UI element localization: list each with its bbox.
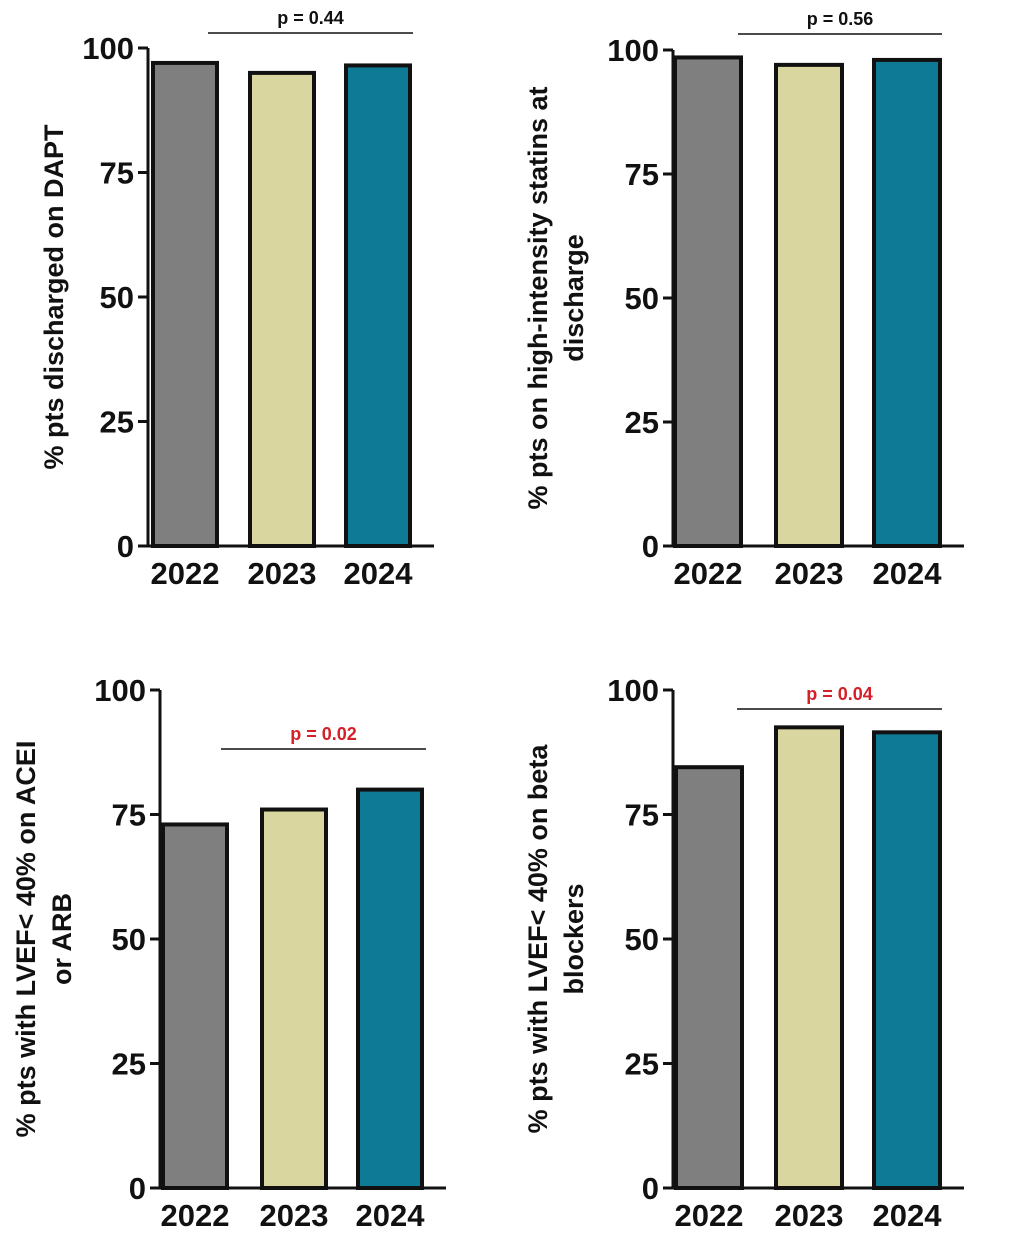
y-tick-label: 25 xyxy=(625,405,659,440)
p-value-label: p = 0.04 xyxy=(806,684,873,704)
bar-2024 xyxy=(872,57,942,548)
bar-2023 xyxy=(774,62,844,548)
bar-2024 xyxy=(344,63,412,549)
y-tick-label: 0 xyxy=(642,1171,659,1206)
p-value-label: p = 0.56 xyxy=(807,9,874,29)
p-value-label: p = 0.02 xyxy=(290,724,357,744)
y-axis-label: % pts with LVEF< 40% on ACEI xyxy=(11,741,41,1138)
x-tick-label: 2023 xyxy=(260,1198,329,1233)
y-tick-label: 75 xyxy=(625,798,659,833)
x-tick-label: 2022 xyxy=(151,556,220,591)
bar-2022 xyxy=(161,822,229,1191)
chart-panel-1: 0 25 50 75 100 2022 2023 2024 p = 0.44 % pts disc… xyxy=(39,8,434,591)
y-axis-label: discharge xyxy=(559,234,589,362)
x-tick-label: 2023 xyxy=(775,1198,844,1233)
bar-2022 xyxy=(674,765,744,1190)
y-tick-label: 75 xyxy=(100,156,134,191)
y-tick-label: 0 xyxy=(642,529,659,564)
y-tick-label: 100 xyxy=(607,673,659,708)
y-tick-label: 100 xyxy=(94,673,146,708)
bar-2024 xyxy=(356,787,424,1190)
p-value-label: p = 0.44 xyxy=(277,8,344,28)
bar-2024 xyxy=(872,730,942,1191)
x-tick-label: 2024 xyxy=(873,1198,943,1233)
y-tick-label: 25 xyxy=(100,405,134,440)
bar-2023 xyxy=(260,807,328,1191)
x-tick-label: 2024 xyxy=(344,556,414,591)
bar-2023 xyxy=(774,725,844,1190)
chart-panel-4: 0 25 50 75 100 2022 2023 2024 p = 0.04 % pts with… xyxy=(523,673,964,1233)
y-tick-label: 50 xyxy=(112,922,146,957)
chart-panel-2: 0 25 50 75 100 2022 2023 2024 p = 0.56 % pts on h… xyxy=(523,9,964,591)
y-tick-label: 25 xyxy=(625,1047,659,1082)
y-tick-label: 75 xyxy=(112,798,146,833)
x-tick-label: 2024 xyxy=(356,1198,426,1233)
y-axis-label: % pts on high-intensity statins at xyxy=(523,86,553,509)
bar-2022 xyxy=(673,55,743,548)
x-tick-label: 2022 xyxy=(674,556,743,591)
x-tick-label: 2023 xyxy=(775,556,844,591)
y-tick-label: 50 xyxy=(100,280,134,315)
y-tick-label: 75 xyxy=(625,157,659,192)
bar-2023 xyxy=(248,70,316,549)
y-tick-label: 0 xyxy=(117,529,134,564)
y-axis-label: blockers xyxy=(559,883,589,994)
x-tick-label: 2024 xyxy=(873,556,943,591)
x-tick-label: 2023 xyxy=(248,556,317,591)
y-tick-label: 50 xyxy=(625,922,659,957)
y-tick-label: 50 xyxy=(625,281,659,316)
y-tick-label: 100 xyxy=(607,33,659,68)
y-axis-label: or ARB xyxy=(47,893,77,985)
bar-2022 xyxy=(151,60,219,548)
y-tick-label: 100 xyxy=(82,31,134,66)
y-axis-label: % pts with LVEF< 40% on beta xyxy=(523,744,553,1134)
chart-panel-3: 0 25 50 75 100 2022 2023 2024 p = 0.02 % pts with… xyxy=(11,673,446,1233)
y-axis-label: % pts discharged on DAPT xyxy=(39,124,69,470)
y-tick-label: 25 xyxy=(112,1047,146,1082)
x-tick-label: 2022 xyxy=(675,1198,744,1233)
x-tick-label: 2022 xyxy=(161,1198,230,1233)
y-tick-label: 0 xyxy=(129,1171,146,1206)
